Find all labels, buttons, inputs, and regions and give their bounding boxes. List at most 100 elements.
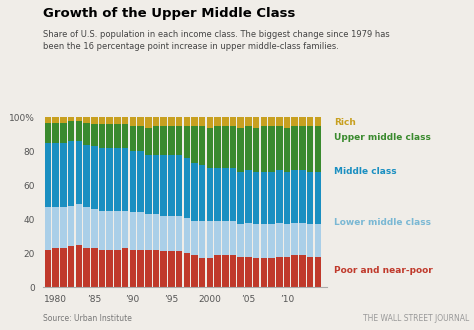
- Bar: [83, 207, 90, 248]
- Bar: [114, 250, 121, 287]
- Bar: [76, 141, 82, 204]
- Bar: [261, 224, 267, 258]
- Bar: [214, 126, 221, 168]
- Bar: [276, 117, 283, 126]
- Bar: [268, 172, 275, 224]
- Bar: [83, 122, 90, 145]
- Text: Middle class: Middle class: [334, 167, 397, 176]
- Bar: [176, 251, 182, 287]
- Bar: [307, 172, 313, 224]
- Bar: [222, 117, 228, 126]
- Bar: [53, 248, 59, 287]
- Bar: [176, 126, 182, 155]
- Bar: [237, 172, 244, 224]
- Bar: [107, 117, 113, 124]
- Bar: [145, 214, 152, 250]
- Bar: [168, 251, 174, 287]
- Bar: [214, 221, 221, 255]
- Bar: [68, 247, 74, 287]
- Bar: [230, 168, 237, 221]
- Bar: [114, 117, 121, 124]
- Bar: [253, 128, 259, 172]
- Bar: [299, 117, 306, 126]
- Text: Lower middle class: Lower middle class: [334, 218, 431, 227]
- Bar: [99, 124, 105, 148]
- Bar: [245, 126, 252, 170]
- Bar: [129, 117, 136, 126]
- Bar: [91, 248, 98, 287]
- Bar: [315, 256, 321, 287]
- Bar: [168, 155, 174, 216]
- Bar: [122, 117, 128, 124]
- Bar: [153, 250, 159, 287]
- Bar: [91, 117, 98, 124]
- Bar: [292, 170, 298, 223]
- Bar: [268, 224, 275, 258]
- Bar: [237, 117, 244, 128]
- Bar: [191, 126, 198, 163]
- Bar: [207, 258, 213, 287]
- Bar: [292, 255, 298, 287]
- Text: Rich: Rich: [334, 118, 356, 127]
- Bar: [261, 126, 267, 172]
- Bar: [253, 172, 259, 224]
- Bar: [245, 117, 252, 126]
- Bar: [45, 250, 51, 287]
- Bar: [276, 256, 283, 287]
- Bar: [168, 216, 174, 251]
- Bar: [45, 207, 51, 250]
- Bar: [99, 148, 105, 211]
- Bar: [253, 117, 259, 128]
- Bar: [68, 141, 74, 206]
- Bar: [307, 126, 313, 172]
- Bar: [160, 126, 167, 155]
- Bar: [45, 143, 51, 207]
- Bar: [292, 126, 298, 170]
- Bar: [83, 117, 90, 122]
- Bar: [207, 168, 213, 221]
- Bar: [191, 163, 198, 221]
- Bar: [160, 117, 167, 126]
- Text: Share of U.S. population in each income class. The biggest change since 1979 has: Share of U.S. population in each income …: [43, 30, 390, 51]
- Bar: [222, 126, 228, 168]
- Bar: [153, 117, 159, 126]
- Bar: [245, 223, 252, 256]
- Bar: [122, 211, 128, 248]
- Bar: [145, 128, 152, 155]
- Bar: [60, 117, 67, 122]
- Bar: [284, 224, 290, 256]
- Bar: [183, 126, 190, 158]
- Bar: [276, 170, 283, 223]
- Bar: [153, 155, 159, 214]
- Bar: [315, 224, 321, 256]
- Bar: [53, 143, 59, 207]
- Bar: [83, 248, 90, 287]
- Bar: [222, 168, 228, 221]
- Bar: [168, 117, 174, 126]
- Bar: [237, 128, 244, 172]
- Bar: [183, 253, 190, 287]
- Bar: [299, 255, 306, 287]
- Bar: [214, 168, 221, 221]
- Bar: [284, 172, 290, 224]
- Bar: [122, 148, 128, 211]
- Bar: [60, 143, 67, 207]
- Bar: [137, 117, 144, 126]
- Bar: [307, 256, 313, 287]
- Bar: [107, 124, 113, 148]
- Bar: [137, 250, 144, 287]
- Text: Growth of the Upper Middle Class: Growth of the Upper Middle Class: [43, 7, 295, 19]
- Bar: [268, 117, 275, 126]
- Bar: [199, 117, 205, 126]
- Bar: [53, 122, 59, 143]
- Bar: [207, 128, 213, 168]
- Bar: [107, 211, 113, 250]
- Text: Source: Urban Institute: Source: Urban Institute: [43, 314, 131, 323]
- Bar: [276, 223, 283, 256]
- Bar: [307, 117, 313, 126]
- Bar: [160, 251, 167, 287]
- Bar: [191, 255, 198, 287]
- Bar: [230, 255, 237, 287]
- Bar: [129, 250, 136, 287]
- Bar: [237, 256, 244, 287]
